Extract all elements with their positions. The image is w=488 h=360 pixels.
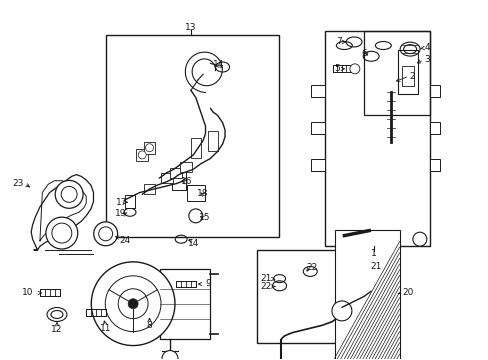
Circle shape bbox=[145, 144, 153, 152]
Bar bbox=[334, 230, 399, 360]
Circle shape bbox=[52, 223, 72, 243]
Text: 11: 11 bbox=[100, 324, 111, 333]
Text: 4: 4 bbox=[424, 43, 429, 52]
Bar bbox=[180, 162, 192, 172]
Text: 13: 13 bbox=[185, 23, 196, 32]
Text: 23: 23 bbox=[12, 179, 23, 188]
Bar bbox=[429, 85, 439, 98]
Text: 20: 20 bbox=[401, 288, 412, 297]
Bar bbox=[397, 50, 417, 94]
Text: 1: 1 bbox=[370, 249, 376, 258]
Bar bbox=[125, 194, 135, 208]
Bar bbox=[190, 138, 201, 158]
Circle shape bbox=[162, 351, 178, 360]
Bar bbox=[429, 159, 439, 171]
Bar bbox=[256, 250, 395, 343]
Text: 2: 2 bbox=[409, 72, 414, 81]
Text: 24: 24 bbox=[119, 236, 130, 245]
Text: 15: 15 bbox=[199, 213, 210, 222]
Text: 3: 3 bbox=[424, 55, 429, 64]
Bar bbox=[186, 185, 204, 201]
Circle shape bbox=[94, 222, 118, 246]
Text: 21: 21 bbox=[369, 262, 381, 271]
Text: 14: 14 bbox=[187, 239, 199, 248]
Bar bbox=[143, 142, 155, 154]
Text: 17: 17 bbox=[116, 198, 127, 207]
Bar bbox=[105, 35, 278, 237]
Text: 19: 19 bbox=[114, 209, 126, 218]
Text: 12: 12 bbox=[51, 325, 62, 334]
Text: 8: 8 bbox=[146, 321, 152, 330]
Circle shape bbox=[128, 299, 138, 309]
Text: 14: 14 bbox=[213, 60, 224, 69]
Bar bbox=[160, 269, 209, 339]
Circle shape bbox=[105, 276, 161, 332]
Text: 10: 10 bbox=[22, 288, 33, 297]
Circle shape bbox=[91, 262, 175, 346]
Bar bbox=[310, 159, 324, 171]
Text: 22: 22 bbox=[260, 282, 271, 291]
Text: 7: 7 bbox=[336, 37, 342, 46]
Circle shape bbox=[46, 217, 78, 249]
Circle shape bbox=[138, 151, 146, 159]
Text: 16: 16 bbox=[181, 177, 192, 186]
Circle shape bbox=[331, 301, 351, 321]
Bar bbox=[310, 85, 324, 98]
Bar bbox=[160, 173, 172, 183]
Circle shape bbox=[188, 209, 203, 223]
Bar bbox=[310, 122, 324, 134]
Text: 18: 18 bbox=[197, 189, 208, 198]
Bar bbox=[207, 131, 217, 150]
Circle shape bbox=[99, 227, 112, 241]
Bar bbox=[324, 31, 429, 246]
Circle shape bbox=[118, 289, 148, 319]
Bar bbox=[171, 170, 185, 190]
Text: 22: 22 bbox=[305, 263, 317, 272]
Bar bbox=[429, 122, 439, 134]
Bar bbox=[170, 168, 182, 178]
Bar bbox=[136, 149, 148, 161]
Bar bbox=[401, 67, 413, 86]
Circle shape bbox=[349, 64, 359, 74]
Text: 9: 9 bbox=[204, 279, 210, 288]
Circle shape bbox=[61, 186, 77, 202]
Text: 5: 5 bbox=[333, 64, 339, 73]
Circle shape bbox=[55, 180, 83, 208]
Text: 6: 6 bbox=[360, 49, 366, 58]
Bar bbox=[363, 31, 429, 116]
Text: 21: 21 bbox=[260, 274, 271, 283]
Circle shape bbox=[412, 232, 426, 246]
Bar bbox=[143, 184, 155, 194]
